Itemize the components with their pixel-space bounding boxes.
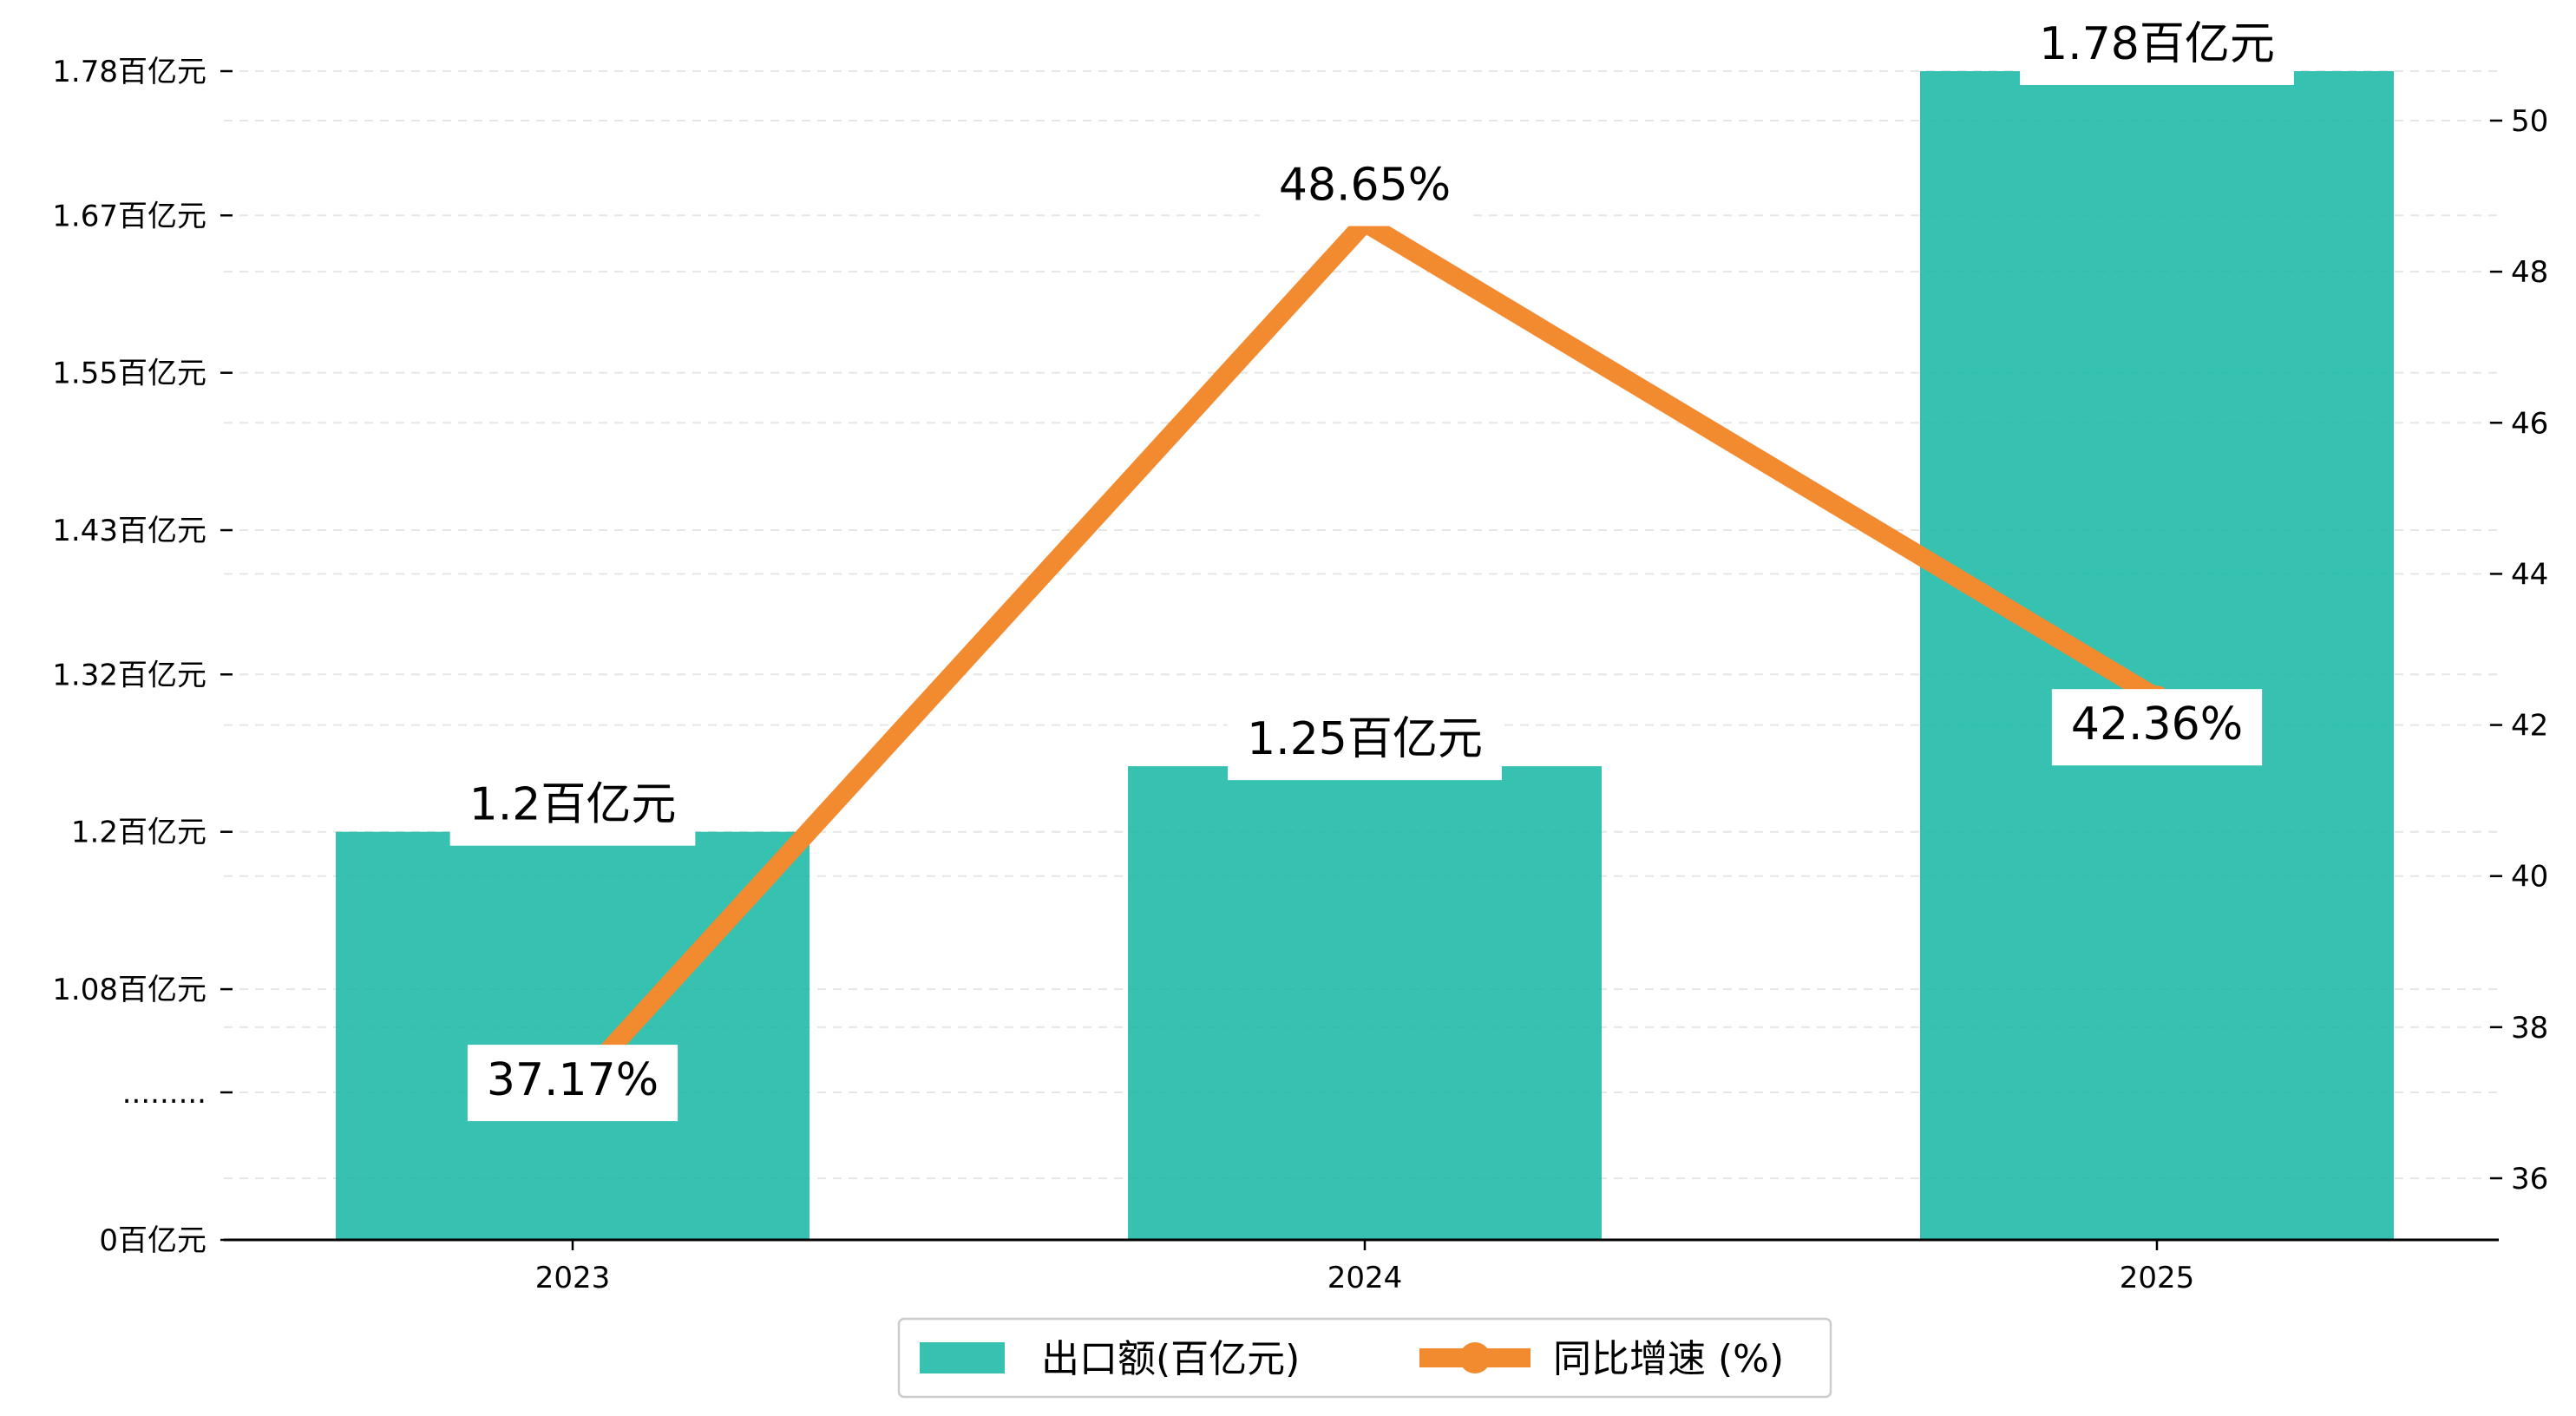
left-tick-label: 1.67百亿元 bbox=[52, 199, 206, 233]
right-tick-label: 38 bbox=[2511, 1011, 2548, 1046]
right-tick-label: 46 bbox=[2511, 406, 2548, 441]
x-tick-label: 2023 bbox=[535, 1261, 611, 1295]
bar-value-label-2023-text: 1.2百亿元 bbox=[469, 779, 677, 831]
legend-swatch-marker bbox=[1459, 1342, 1491, 1373]
data-labels: 1.2百亿元 1.25百亿元 1.78百亿元 37.17% 48.65% 42.36% bbox=[449, 9, 2294, 1122]
line-value-label-2023-text: 37.17% bbox=[487, 1054, 659, 1106]
left-tick-label: 0百亿元 bbox=[99, 1223, 206, 1258]
left-tick-label: 1.55百亿元 bbox=[52, 357, 206, 391]
line-value-label-2025: 42.36% bbox=[2051, 689, 2263, 766]
bar-value-label-2025-text: 1.78百亿元 bbox=[2039, 18, 2275, 70]
bar-2025[interactable] bbox=[1920, 71, 2394, 1240]
bar-series bbox=[336, 71, 2394, 1240]
legend-frame bbox=[897, 1317, 1832, 1399]
line-value-label-2024-box bbox=[1259, 149, 1471, 226]
legend-swatch-bar bbox=[920, 1342, 1005, 1373]
left-tick-label: 1.2百亿元 bbox=[71, 816, 206, 850]
bar-2024[interactable] bbox=[1128, 766, 1602, 1240]
left-tick-label: 1.78百亿元 bbox=[52, 55, 206, 89]
bar-2023[interactable] bbox=[336, 831, 810, 1240]
line-value-label-2024: 48.65% bbox=[1259, 149, 1471, 226]
line-value-label-2024-text: 48.65% bbox=[1279, 160, 1451, 212]
right-tick-label: 50 bbox=[2511, 104, 2548, 139]
legend[interactable]: 出口额(百亿元) 同比增速 (%) bbox=[897, 1317, 1832, 1399]
right-tick-label: 44 bbox=[2511, 557, 2548, 592]
bar-value-label-2025-box bbox=[2020, 9, 2294, 85]
bar-value-label-2024-box bbox=[1228, 704, 1502, 781]
legend-label-bar: 出口额(百亿元) bbox=[1041, 1337, 1300, 1381]
left-tick-label: 1.43百亿元 bbox=[52, 514, 206, 548]
bar-value-label-2025: 1.78百亿元 bbox=[2020, 9, 2294, 85]
bar-value-label-2024-text: 1.25百亿元 bbox=[1247, 713, 1483, 765]
x-tick-label: 2024 bbox=[1327, 1261, 1403, 1295]
right-tick-label: 36 bbox=[2511, 1162, 2548, 1196]
x-tick-label: 2025 bbox=[2120, 1261, 2195, 1295]
right-tick-label: 48 bbox=[2511, 255, 2548, 290]
legend-label-line: 同比增速 (%) bbox=[1553, 1337, 1784, 1381]
axes: 0百亿元 1.08百亿元 1.2百亿元 1.32百亿元 1.43百亿元 1.55百亿元 1.… bbox=[52, 55, 2548, 1295]
line-value-label-2025-box bbox=[2051, 689, 2263, 766]
line-value-label-2025-text: 42.36% bbox=[2071, 698, 2243, 751]
right-tick-label: 40 bbox=[2511, 860, 2548, 895]
bar-value-label-2023: 1.2百亿元 bbox=[449, 769, 696, 846]
line-value-label-2023-box bbox=[467, 1045, 678, 1122]
line-value-label-2023: 37.17% bbox=[467, 1045, 678, 1122]
left-tick-label: ......... bbox=[122, 1076, 206, 1111]
right-tick-label: 42 bbox=[2511, 709, 2548, 744]
bar-value-label-2023-box bbox=[449, 769, 696, 846]
left-tick-label: 1.32百亿元 bbox=[52, 658, 206, 692]
bar-value-label-2024: 1.25百亿元 bbox=[1228, 704, 1502, 781]
left-tick-label: 1.08百亿元 bbox=[52, 973, 206, 1007]
